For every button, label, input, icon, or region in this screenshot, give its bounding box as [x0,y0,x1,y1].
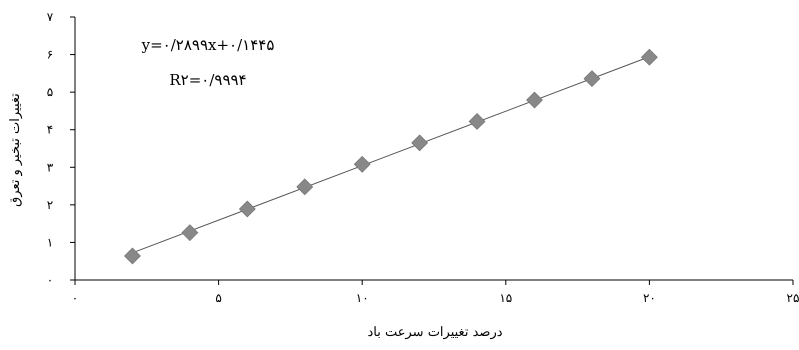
data-point-diamond [583,70,601,88]
data-point-diamond [640,48,658,66]
y-tick-label: ۳ [47,160,54,174]
x-tick-label: ۱۵ [499,291,512,305]
x-tick-label: ۰ [72,291,78,305]
x-tick-label: ۱۰ [356,291,369,305]
x-tick-label: ۲۵ [787,291,799,305]
axes: ۰ ۵ ۱۰ ۱۵ ۲۰ ۲۵ ۰ ۱ ۲ ۳ ۴ ۵ ۶ ۷ [47,10,799,305]
data-point-diamond [296,178,314,196]
data-point-diamond [411,134,429,152]
y-axis-title: تغییرات تبخیر و تعرق [8,93,23,207]
data-point-diamond [353,155,371,173]
y-tick-label: ۰ [47,273,53,287]
data-point-diamond [124,247,141,265]
x-tick-label: ۲۰ [643,291,656,305]
x-tick-label: ۵ [215,291,221,305]
x-axis-title: درصد تغییرات سرعت باد [367,325,502,340]
y-tick-label: ۱ [47,235,53,249]
equation-annotation: y=۰/۲۸۹۹x+۰/۱۴۴۵ [141,36,275,54]
y-tick-label: ۶ [47,48,53,62]
trendline-layer [132,56,650,254]
y-tick-label: ۴ [47,123,53,137]
r-squared-annotation: R۲=۰/۹۹۹۴ [169,71,246,89]
trendline [132,56,650,254]
data-point-diamond [468,113,486,130]
y-tick-label: ۲ [47,198,53,212]
y-tick-label: ۷ [47,10,54,24]
data-point-diamond [181,224,199,242]
data-point-diamond [238,200,256,218]
data-point-diamond [526,91,543,109]
data-points [124,48,658,265]
y-tick-label: ۵ [47,85,53,99]
